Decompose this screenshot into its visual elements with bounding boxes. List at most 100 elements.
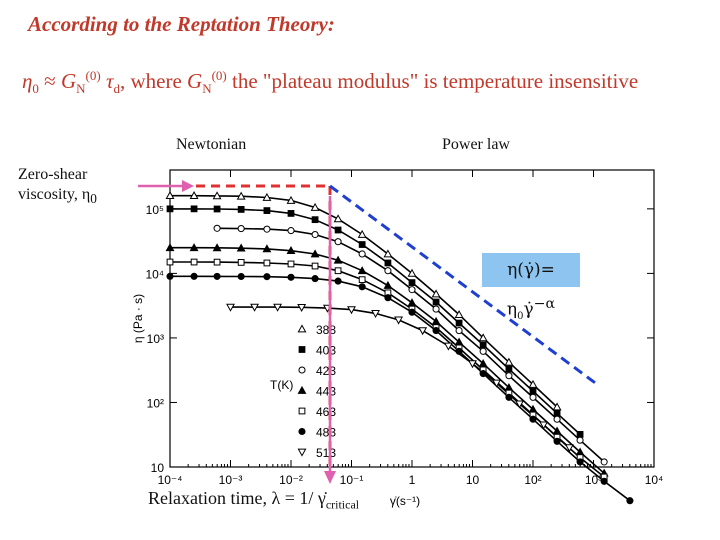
- data-point: [455, 327, 463, 335]
- data-point: [468, 360, 477, 369]
- data-point: [443, 342, 453, 351]
- data-point: [408, 286, 416, 294]
- data-point: [479, 347, 487, 355]
- data-point: [505, 393, 513, 401]
- relaxation-text: Relaxation time, λ = 1/ γ̇: [148, 488, 326, 508]
- power-formula-text: η(γ̇)= η: [506, 260, 555, 320]
- zero-shear-sub: 0: [90, 191, 97, 207]
- data-point: [298, 427, 306, 436]
- data-point: [384, 267, 392, 275]
- legend-label-513: 513: [316, 446, 336, 460]
- data-point: [539, 421, 549, 430]
- data-point: [287, 210, 295, 217]
- data-point: [576, 436, 584, 444]
- data-point: [298, 407, 306, 415]
- data-point: [528, 379, 538, 388]
- data-point: [432, 298, 440, 306]
- data-point: [600, 458, 608, 466]
- data-point: [263, 207, 271, 214]
- chart-curves: [170, 194, 631, 502]
- chart-axes: 10⁻⁴ 10⁻³ 10⁻² 10⁻¹ 1 10 10² 10³ 10⁴ 10 10² 10³ 10⁴ 1…: [131, 169, 664, 508]
- data-point: [432, 327, 440, 335]
- data-point: [311, 275, 319, 283]
- critical-arrow-head: [324, 471, 336, 484]
- zero-shear-arrow-head: [182, 180, 194, 192]
- eq-g2: G: [187, 69, 203, 93]
- data-point: [418, 327, 428, 336]
- legend-label-423: 423: [316, 364, 336, 378]
- data-point: [384, 259, 392, 267]
- y-axis-label: η (Pa · s): [131, 294, 145, 343]
- x-tick-label: 10²: [524, 473, 541, 487]
- eq-g2-sub: N: [202, 81, 212, 97]
- data-point: [165, 191, 175, 200]
- data-point: [455, 319, 463, 327]
- zero-shear-line2: viscosity, η0: [18, 185, 97, 209]
- data-point: [358, 283, 366, 291]
- data-point: [213, 258, 221, 266]
- data-point: [287, 260, 295, 268]
- chart-markers: [165, 191, 634, 505]
- data-point: [407, 268, 417, 277]
- y-tick-label: 10³: [147, 332, 164, 346]
- data-point: [576, 458, 584, 466]
- data-point: [190, 205, 198, 213]
- data-point: [383, 280, 393, 289]
- x-tick-label: 1: [409, 473, 416, 487]
- data-point: [492, 379, 502, 388]
- eq-approx: ≈: [38, 69, 61, 93]
- legend-label-483: 483: [316, 426, 336, 440]
- data-point: [213, 272, 221, 280]
- eq-g2-sup: (0): [211, 68, 227, 83]
- data-point: [189, 243, 199, 252]
- data-point: [334, 226, 342, 234]
- data-point: [166, 258, 174, 266]
- data-point: [226, 303, 235, 312]
- data-point: [358, 250, 366, 258]
- data-point: [334, 267, 342, 275]
- eq-tau: τ: [100, 69, 114, 93]
- eq-eta-sub: 0: [32, 81, 39, 97]
- data-point: [287, 273, 295, 281]
- eq-eta: η: [22, 69, 33, 93]
- eq-g-sup: (0): [85, 68, 101, 83]
- data-point: [394, 316, 404, 325]
- data-point: [529, 393, 537, 401]
- data-point: [297, 448, 307, 457]
- x-tick-label: 10⁴: [645, 473, 664, 487]
- eq-g-sub: N: [76, 81, 86, 97]
- plot-frame: [169, 169, 655, 468]
- data-point: [262, 192, 272, 201]
- power-law-label: Power law: [442, 136, 510, 153]
- eq-g: G: [60, 69, 77, 93]
- legend-title: T(K): [270, 378, 293, 392]
- data-point: [454, 309, 464, 318]
- data-point: [287, 227, 295, 235]
- x-tick-label: 10⁻¹: [340, 473, 364, 487]
- data-point: [212, 243, 222, 252]
- data-point: [236, 191, 246, 200]
- x-tick-label: 10: [466, 473, 480, 487]
- legend-label-388: 388: [316, 323, 336, 337]
- data-point: [384, 294, 392, 302]
- data-point: [432, 305, 440, 313]
- data-point: [358, 276, 366, 284]
- y-tick-label: 10²: [147, 396, 164, 410]
- data-point: [298, 366, 306, 374]
- x-tick-label: 10⁻³: [219, 473, 243, 487]
- data-point: [250, 303, 260, 312]
- x-tick-label: 10⁻⁴: [158, 473, 183, 487]
- data-point: [237, 259, 245, 266]
- data-point: [358, 241, 366, 248]
- data-point: [165, 243, 175, 252]
- data-point: [166, 205, 174, 213]
- chart-legend: 388 403 423 443 463 483 513 T(K): [270, 323, 336, 460]
- data-point: [357, 229, 367, 238]
- power-formula-gamma: γ̇: [523, 299, 534, 320]
- chart-overlay: [138, 180, 599, 484]
- zero-shear-label: Zero-shear viscosity, η0: [18, 165, 97, 209]
- data-point: [431, 289, 441, 298]
- reptation-equation: η0 ≈ GN(0) τd, where GN(0) the "plateau …: [22, 68, 638, 97]
- data-point: [515, 400, 525, 409]
